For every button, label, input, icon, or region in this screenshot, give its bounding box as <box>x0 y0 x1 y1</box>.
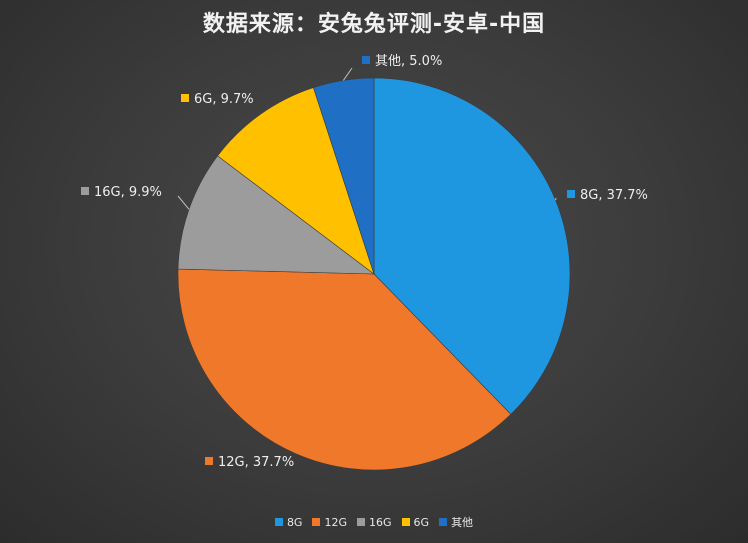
legend-swatch <box>312 518 321 526</box>
data-label-swatch-6G <box>181 94 189 102</box>
legend-swatch <box>357 518 365 526</box>
legend-label: 其他 <box>451 516 474 529</box>
pie-slice-6G <box>217 87 375 275</box>
legend-label: 6G <box>413 515 430 529</box>
pie-slice-8G <box>373 77 571 415</box>
legend-item-6G: 6G <box>401 514 430 530</box>
data-label-其他: 其他, 5.0% <box>375 54 442 69</box>
data-label-swatch-其他 <box>362 56 370 64</box>
data-label-12G: 12G, 37.7% <box>218 455 294 470</box>
data-label-6G: 6G, 9.7% <box>194 92 254 107</box>
legend-label: 8G <box>286 515 303 529</box>
chart-title: 数据来源：安兔兔评测-安卓-中国 <box>202 12 546 37</box>
legend-label: 12G <box>324 515 347 529</box>
legend-item-其他: 其他 <box>439 514 473 530</box>
legend-item-12G: 12G <box>312 514 347 530</box>
legend: 8G 12G 16G 6G 其他 <box>0 514 748 530</box>
data-label-16G: 16G, 9.9% <box>94 185 162 200</box>
legend-swatch <box>439 518 448 526</box>
data-label-swatch-8G <box>567 190 575 198</box>
pie-slice-16G <box>177 155 375 275</box>
data-label-swatch-12G <box>205 457 213 465</box>
legend-swatch <box>274 518 283 526</box>
data-label-8G: 8G, 37.7% <box>580 188 648 203</box>
legend-label: 16G <box>369 515 392 529</box>
legend-swatch <box>401 518 410 526</box>
legend-item-16G: 16G <box>357 514 392 530</box>
legend-item-8G: 8G <box>274 514 303 530</box>
leader-line-16G <box>177 195 190 210</box>
data-label-swatch-16G <box>81 187 89 195</box>
leader-line-其他 <box>342 67 353 81</box>
pie-slice-12G <box>177 268 512 471</box>
